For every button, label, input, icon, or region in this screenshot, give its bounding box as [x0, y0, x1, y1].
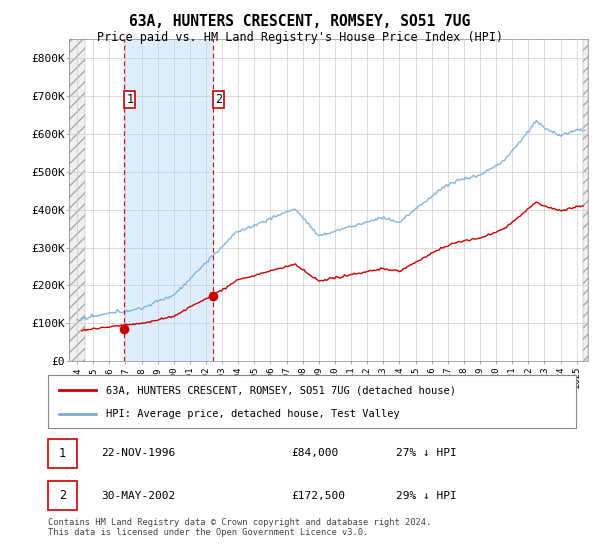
Bar	[124, 39, 213, 361]
Bar	[48, 439, 77, 468]
Text: 63A, HUNTERS CRESCENT, ROMSEY, SO51 7UG: 63A, HUNTERS CRESCENT, ROMSEY, SO51 7UG	[130, 14, 470, 29]
Text: HPI: Average price, detached house, Test Valley: HPI: Average price, detached house, Test…	[106, 408, 400, 418]
Text: 22-NOV-1996: 22-NOV-1996	[101, 449, 175, 459]
Text: £84,000: £84,000	[291, 449, 338, 459]
Text: 2: 2	[215, 94, 223, 106]
Text: 1: 1	[59, 447, 66, 460]
Text: Contains HM Land Registry data © Crown copyright and database right 2024.
This d: Contains HM Land Registry data © Crown c…	[48, 518, 431, 538]
Text: 27% ↓ HPI: 27% ↓ HPI	[397, 449, 457, 459]
Text: 29% ↓ HPI: 29% ↓ HPI	[397, 491, 457, 501]
Text: 30-MAY-2002: 30-MAY-2002	[101, 491, 175, 501]
Text: 63A, HUNTERS CRESCENT, ROMSEY, SO51 7UG (detached house): 63A, HUNTERS CRESCENT, ROMSEY, SO51 7UG …	[106, 385, 456, 395]
Text: 2: 2	[59, 489, 66, 502]
Text: Price paid vs. HM Land Registry's House Price Index (HPI): Price paid vs. HM Land Registry's House …	[97, 31, 503, 44]
Text: £172,500: £172,500	[291, 491, 345, 501]
Bar	[48, 482, 77, 510]
Text: 1: 1	[126, 94, 133, 106]
